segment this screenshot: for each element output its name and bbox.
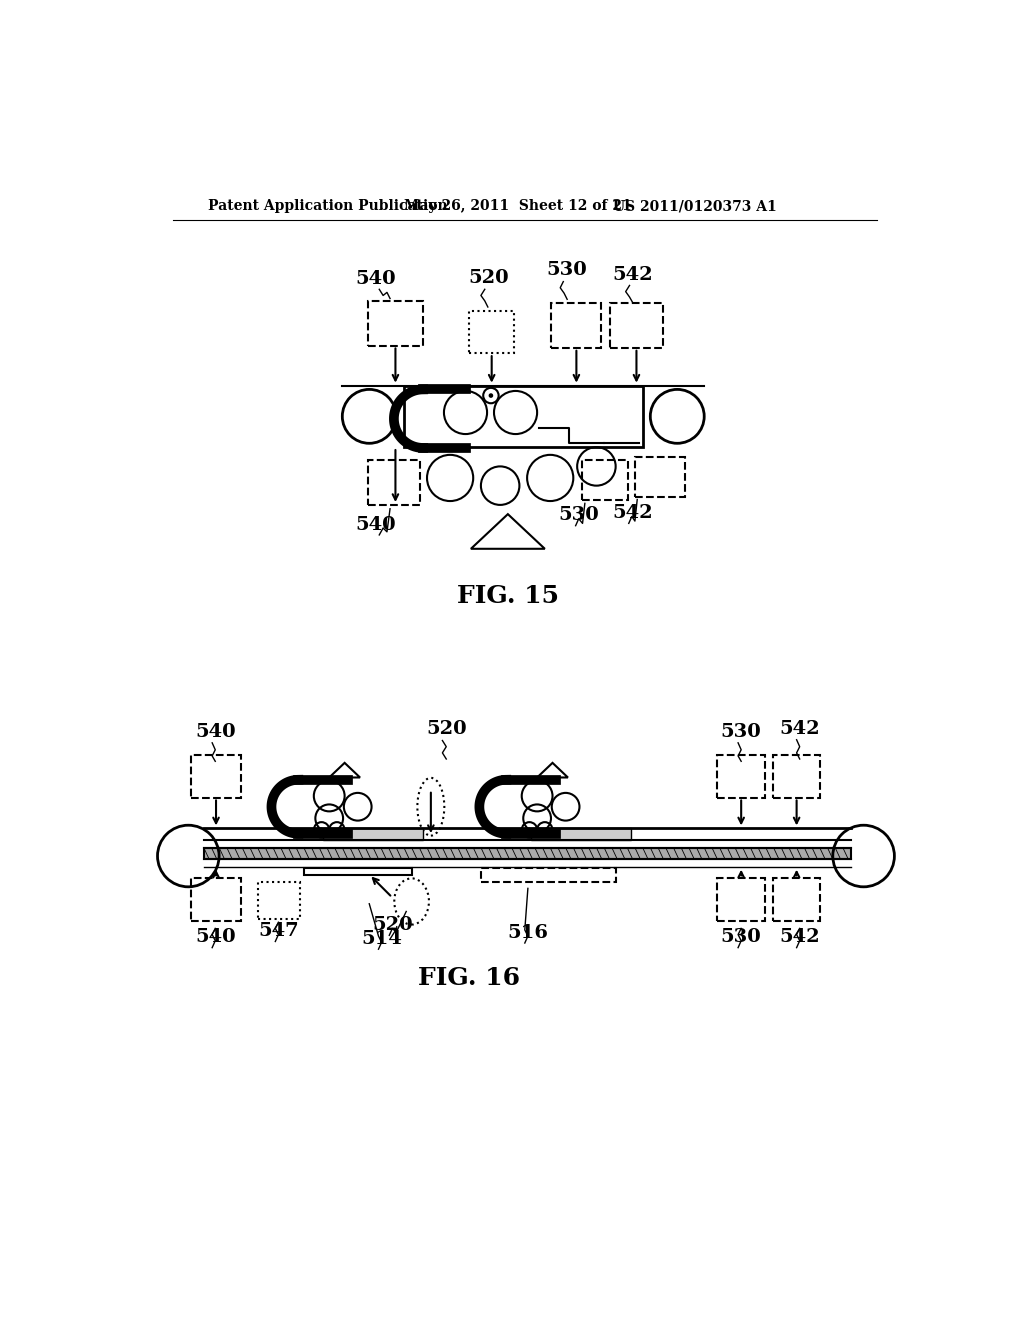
Circle shape bbox=[488, 393, 494, 397]
Text: 516: 516 bbox=[507, 924, 549, 941]
Bar bbox=[635, 457, 685, 498]
Text: May 26, 2011  Sheet 12 of 21: May 26, 2011 Sheet 12 of 21 bbox=[403, 199, 632, 213]
Bar bbox=[773, 878, 820, 921]
Text: 530: 530 bbox=[558, 507, 599, 524]
Circle shape bbox=[319, 828, 324, 832]
Text: 520: 520 bbox=[426, 721, 467, 738]
Text: 520: 520 bbox=[468, 269, 509, 288]
Text: 520: 520 bbox=[372, 916, 413, 935]
Circle shape bbox=[527, 828, 531, 832]
Bar bbox=[323, 829, 423, 840]
Text: 547: 547 bbox=[258, 923, 299, 940]
Text: 540: 540 bbox=[355, 269, 395, 288]
Text: 542: 542 bbox=[779, 721, 820, 738]
Bar bbox=[481, 869, 615, 882]
Bar bbox=[190, 878, 241, 921]
Text: 530: 530 bbox=[547, 261, 588, 280]
Text: FIG. 15: FIG. 15 bbox=[457, 583, 559, 607]
Text: 540: 540 bbox=[195, 928, 236, 946]
Bar bbox=[469, 312, 514, 354]
Text: 542: 542 bbox=[612, 504, 653, 521]
Bar bbox=[403, 385, 643, 447]
Text: 542: 542 bbox=[779, 928, 820, 946]
Text: 514: 514 bbox=[361, 929, 402, 948]
Bar bbox=[551, 304, 601, 348]
Text: Patent Application Publication: Patent Application Publication bbox=[208, 199, 447, 213]
Bar bbox=[773, 755, 820, 797]
Text: FIG. 16: FIG. 16 bbox=[419, 966, 520, 990]
Bar bbox=[717, 878, 765, 921]
Bar bbox=[582, 461, 628, 500]
Text: 530: 530 bbox=[721, 928, 762, 946]
Bar bbox=[717, 755, 765, 797]
Bar bbox=[368, 301, 423, 346]
Bar bbox=[190, 755, 241, 797]
Text: 540: 540 bbox=[355, 516, 395, 533]
Text: 542: 542 bbox=[612, 267, 653, 284]
Bar bbox=[258, 882, 300, 919]
Bar bbox=[204, 847, 851, 859]
Text: 540: 540 bbox=[195, 723, 236, 742]
Bar bbox=[368, 461, 420, 506]
Text: US 2011/0120373 A1: US 2011/0120373 A1 bbox=[612, 199, 776, 213]
Bar bbox=[610, 304, 663, 348]
Bar bbox=[531, 829, 631, 840]
Bar bbox=[304, 869, 412, 875]
Text: 530: 530 bbox=[721, 723, 762, 742]
